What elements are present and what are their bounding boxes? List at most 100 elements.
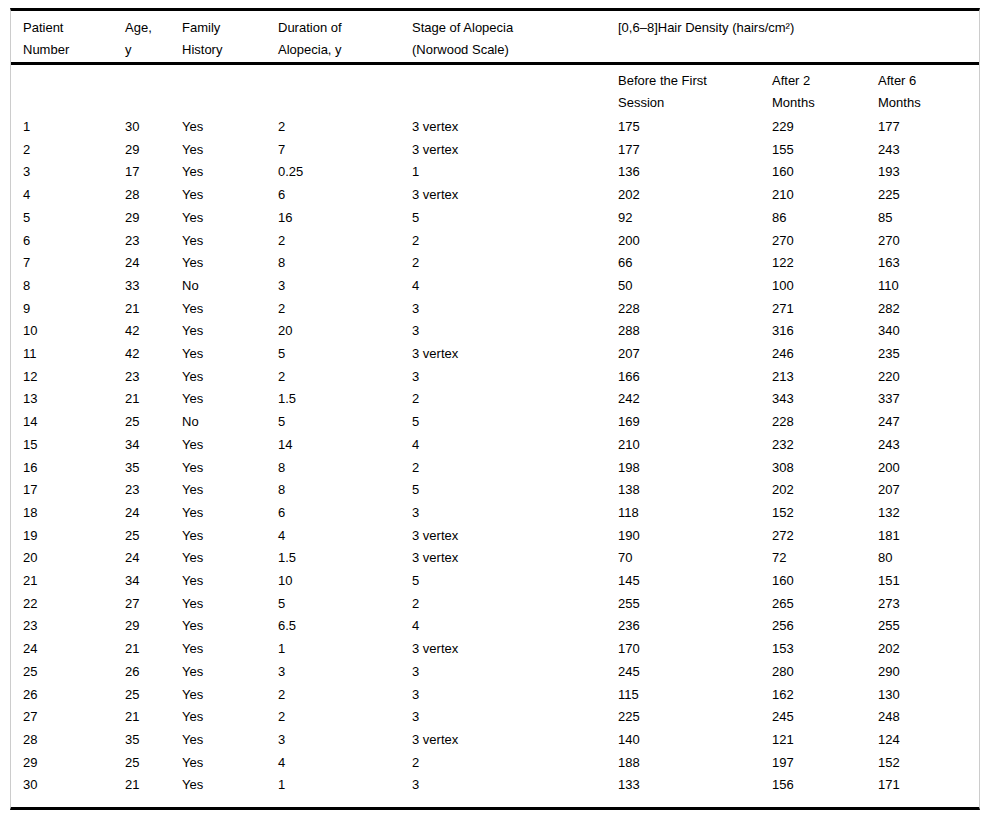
table-cell: 7: [11, 252, 125, 275]
table-cell: 337: [878, 388, 979, 411]
table-cell: 2: [412, 252, 618, 275]
table-cell: 175: [618, 116, 772, 139]
table-cell: 5: [412, 479, 618, 502]
table-cell: No: [182, 411, 278, 434]
table-head: Patient Number Age, y Family History Dur…: [11, 11, 979, 116]
table-cell: 70: [618, 547, 772, 570]
table-cell: 29: [11, 752, 125, 775]
table-row: 2835Yes33 vertex140121124: [11, 729, 979, 752]
table-cell: 115: [618, 684, 772, 707]
table-cell: 16: [11, 457, 125, 480]
table-cell: 2: [278, 684, 412, 707]
table-row: 428Yes63 vertex202210225: [11, 184, 979, 207]
table-cell: 225: [618, 706, 772, 729]
table-body: 130Yes23 vertex175229177229Yes73 vertex1…: [11, 116, 979, 797]
table-cell: 5: [278, 343, 412, 366]
table-cell: 66: [618, 252, 772, 275]
table-row: 1925Yes43 vertex190272181: [11, 525, 979, 548]
table-cell: 21: [125, 638, 182, 661]
table-row: 317Yes0.251136160193: [11, 161, 979, 184]
table-cell: 7: [278, 139, 412, 162]
table-cell: Yes: [182, 139, 278, 162]
table-cell: 316: [772, 320, 878, 343]
table-cell: Yes: [182, 774, 278, 797]
table-cell: 42: [125, 320, 182, 343]
table-cell: 270: [878, 230, 979, 253]
table-cell: 10: [278, 570, 412, 593]
table-row: 833No3450100110: [11, 275, 979, 298]
table-cell: 225: [878, 184, 979, 207]
table-cell: 213: [772, 366, 878, 389]
table-cell: 34: [125, 570, 182, 593]
table-cell: Yes: [182, 207, 278, 230]
table-cell: 188: [618, 752, 772, 775]
table-cell: 210: [772, 184, 878, 207]
subheader-spacer: [11, 64, 618, 117]
table-cell: 24: [125, 502, 182, 525]
table-cell: 2: [11, 139, 125, 162]
table-row: 229Yes73 vertex177155243: [11, 139, 979, 162]
col-header-age: Age, y: [125, 11, 182, 64]
table-cell: 151: [878, 570, 979, 593]
table-cell: 340: [878, 320, 979, 343]
table-cell: 24: [125, 547, 182, 570]
table-cell: 6.5: [278, 615, 412, 638]
table-cell: 271: [772, 298, 878, 321]
table-cell: 3: [412, 502, 618, 525]
table-cell: 23: [125, 230, 182, 253]
table-cell: 3: [278, 661, 412, 684]
table-cell: 282: [878, 298, 979, 321]
table-row: 3021Yes13133156171: [11, 774, 979, 797]
table-cell: 1: [412, 161, 618, 184]
table-cell: 8: [278, 252, 412, 275]
table-cell: Yes: [182, 706, 278, 729]
subcol-header-after-6-months: After 6 Months: [878, 64, 979, 117]
table-row: 2421Yes13 vertex170153202: [11, 638, 979, 661]
table-cell: 23: [11, 615, 125, 638]
table-cell: Yes: [182, 547, 278, 570]
table-cell: 3: [11, 161, 125, 184]
table-cell: 13: [11, 388, 125, 411]
table-cell: Yes: [182, 593, 278, 616]
table-row: 2721Yes23225245248: [11, 706, 979, 729]
table-cell: 166: [618, 366, 772, 389]
table-cell: 190: [618, 525, 772, 548]
table-row: 2925Yes42188197152: [11, 752, 979, 775]
table-row: 724Yes8266122163: [11, 252, 979, 275]
table-cell: 3: [412, 298, 618, 321]
table-cell: 42: [125, 343, 182, 366]
table-cell: 5: [278, 411, 412, 434]
table-cell: 124: [878, 729, 979, 752]
table-cell: 3: [278, 729, 412, 752]
table-cell: Yes: [182, 638, 278, 661]
table-cell: 110: [878, 275, 979, 298]
table-cell: 50: [618, 275, 772, 298]
table-cell: 3 vertex: [412, 638, 618, 661]
table-row: 1142Yes53 vertex207246235: [11, 343, 979, 366]
table-cell: 0.25: [278, 161, 412, 184]
table-cell: 25: [125, 411, 182, 434]
table-cell: 138: [618, 479, 772, 502]
table-cell: 280: [772, 661, 878, 684]
table-cell: 3: [412, 320, 618, 343]
table-cell: 20: [11, 547, 125, 570]
table-cell: 10: [11, 320, 125, 343]
table-row: 529Yes165928685: [11, 207, 979, 230]
table-cell: 163: [878, 252, 979, 275]
table-cell: 3 vertex: [412, 525, 618, 548]
table-cell: 232: [772, 434, 878, 457]
table-cell: 2: [278, 298, 412, 321]
table-row: 2024Yes1.53 vertex707280: [11, 547, 979, 570]
table-cell: 181: [878, 525, 979, 548]
table-cell: 28: [11, 729, 125, 752]
table-row: 1042Yes203288316340: [11, 320, 979, 343]
table-cell: 1.5: [278, 388, 412, 411]
table-cell: 3: [278, 275, 412, 298]
table-cell: Yes: [182, 661, 278, 684]
subheader-row: Before the First Session After 2 Months …: [11, 64, 979, 117]
table-row: 1723Yes85138202207: [11, 479, 979, 502]
table-cell: Yes: [182, 388, 278, 411]
table-cell: 242: [618, 388, 772, 411]
table-cell: 23: [125, 479, 182, 502]
table-cell: 72: [772, 547, 878, 570]
